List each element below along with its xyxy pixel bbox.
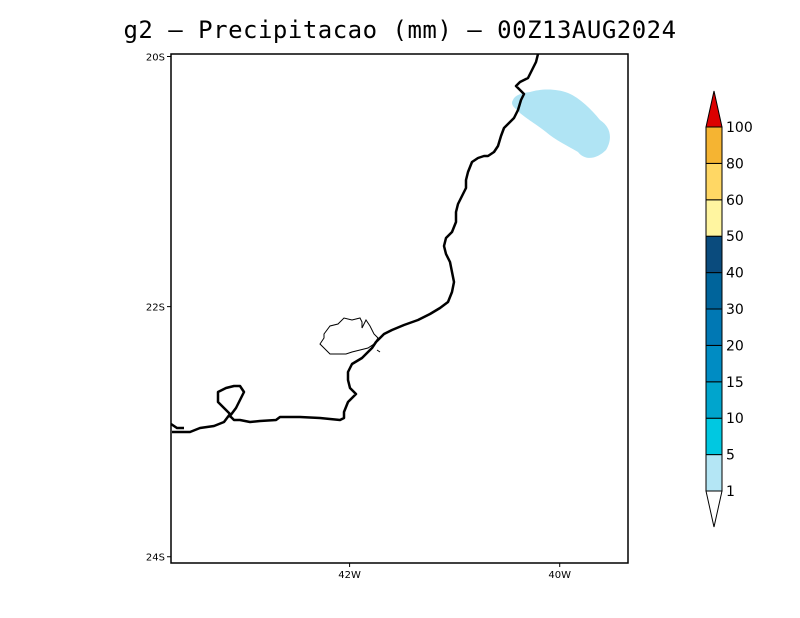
lagoon-outline <box>319 317 379 355</box>
colorbar-over-triangle <box>705 90 723 128</box>
precipitation-area <box>512 89 610 158</box>
colorbar-box <box>705 344 723 383</box>
colorbar-label: 1 <box>726 484 735 500</box>
colorbar-box <box>705 417 723 456</box>
map-title: g2 – Precipitacao (mm) – 00Z13AUG2024 <box>123 16 677 44</box>
colorbar-label: 10 <box>726 411 744 427</box>
lon-tick-label: 42W <box>338 570 361 581</box>
colorbar-label: 20 <box>726 338 744 354</box>
colorbar-label: 100 <box>726 120 753 136</box>
colorbar-box <box>705 126 723 164</box>
colorbar-box <box>705 235 723 274</box>
lat-tick-label: 22S <box>146 303 165 314</box>
colorbar-box <box>705 308 723 346</box>
colorbar-box <box>705 381 723 419</box>
colorbar-label: 30 <box>726 302 744 318</box>
lat-tick-label: 20S <box>146 53 165 64</box>
colorbar-box <box>705 272 723 310</box>
map-frame <box>170 53 629 564</box>
colorbar-box <box>705 454 723 492</box>
coastline <box>172 53 540 434</box>
axis-ticks: 20S 22S 24S 42W 40W <box>146 53 571 581</box>
colorbar-label: 5 <box>726 448 735 464</box>
lat-tick-label: 24S <box>146 553 165 564</box>
colorbar-box <box>705 199 723 237</box>
lon-tick-label: 40W <box>548 570 571 581</box>
colorbar-box <box>705 162 723 201</box>
colorbar-label: 60 <box>726 193 744 209</box>
colorbar-under-triangle <box>705 490 723 528</box>
coastline-inlet <box>170 422 184 430</box>
colorbar-label: 40 <box>726 266 744 282</box>
island-mark <box>376 349 381 353</box>
colorbar-label: 15 <box>726 375 744 391</box>
colorbar-label: 50 <box>726 229 744 245</box>
colorbar-label: 80 <box>726 156 744 172</box>
